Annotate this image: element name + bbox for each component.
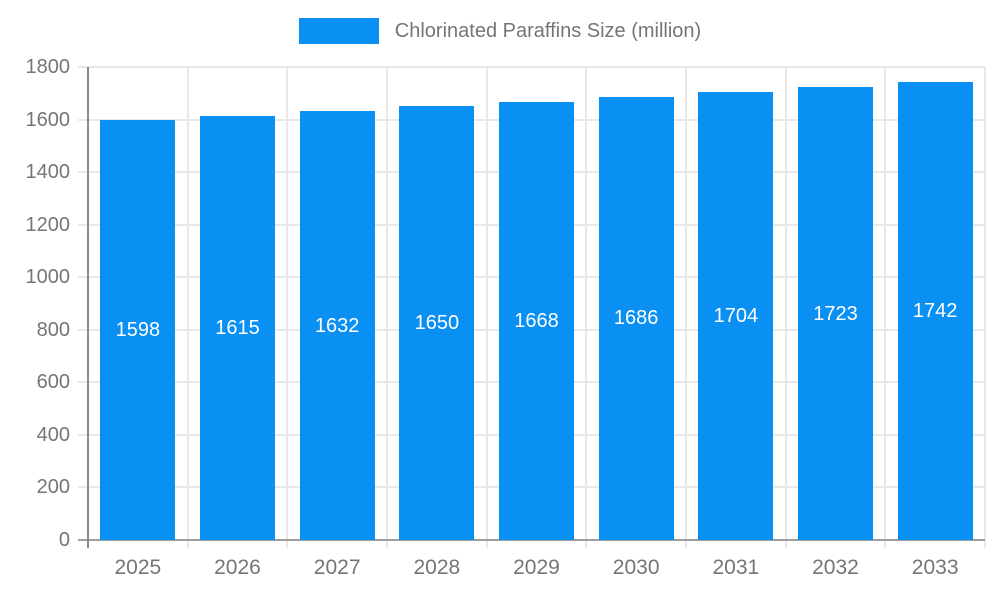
x-axis-line [78, 539, 985, 541]
bar-value-label: 1686 [613, 307, 659, 330]
y-axis-tick-label: 200 [36, 476, 70, 499]
y-axis-tick-label: 400 [36, 423, 70, 446]
bar-value-label: 1615 [215, 316, 260, 339]
y-axis-tick-label: 1200 [25, 213, 71, 236]
x-axis-tick-label: 2030 [612, 556, 660, 579]
gridline-vertical [685, 67, 687, 548]
bar: 1704 [698, 92, 774, 540]
y-axis-tick-label: 1000 [25, 266, 71, 289]
bar-value-label: 1598 [115, 319, 161, 342]
bar-value-label: 1632 [314, 314, 360, 337]
x-axis-tick-label: 2032 [812, 556, 859, 579]
x-axis-tick-label: 2025 [114, 556, 162, 579]
gridline-vertical [286, 67, 289, 548]
y-axis-line [87, 67, 89, 548]
gridline-vertical [186, 67, 189, 548]
plot-area: 0 200 400 600 800 1000 1200 1400 1600 1800 1598 202… [26, 56, 986, 579]
gridline-vertical [784, 67, 787, 548]
gridline-vertical [984, 67, 986, 548]
y-axis-tick-label: 800 [36, 318, 70, 341]
x-axis-tick-label: 2027 [313, 556, 361, 579]
legend-swatch [298, 18, 379, 44]
bar: 1650 [399, 106, 475, 540]
bar: 1632 [299, 111, 375, 540]
bar: 1686 [598, 96, 674, 540]
gridline-vertical [585, 67, 588, 548]
bar-value-label: 1668 [514, 309, 559, 332]
bar: 1723 [798, 87, 873, 540]
bar-value-label: 1704 [713, 305, 759, 328]
x-axis-tick-label: 2033 [911, 556, 959, 579]
bar: 1615 [200, 115, 275, 540]
bar: 1598 [100, 120, 176, 540]
bar-value-label: 1723 [813, 302, 858, 325]
x-axis-tick-label: 2026 [214, 556, 261, 579]
gridline-horizontal [78, 66, 985, 68]
x-axis-tick-label: 2029 [513, 556, 560, 579]
bar: 1742 [897, 82, 973, 540]
x-axis-tick-label: 2028 [413, 556, 461, 579]
gridline-vertical [485, 67, 488, 548]
legend[interactable]: Chlorinated Paraffins Size (million) [0, 18, 1000, 44]
bar-value-label: 1650 [414, 312, 460, 335]
y-axis-tick-label: 600 [36, 371, 70, 394]
y-axis-tick-label: 1600 [25, 108, 71, 131]
y-axis-tick-label: 1800 [25, 56, 71, 78]
gridline-vertical [884, 67, 887, 548]
gridline-vertical [386, 67, 388, 548]
x-axis-tick-label: 2031 [712, 556, 760, 579]
bar: 1668 [499, 101, 574, 540]
legend-label: Chlorinated Paraffins Size (million) [394, 19, 702, 42]
y-axis-tick-label: 0 [58, 529, 70, 551]
bar-value-label: 1742 [912, 300, 958, 323]
y-axis-tick-label: 1400 [25, 161, 71, 184]
